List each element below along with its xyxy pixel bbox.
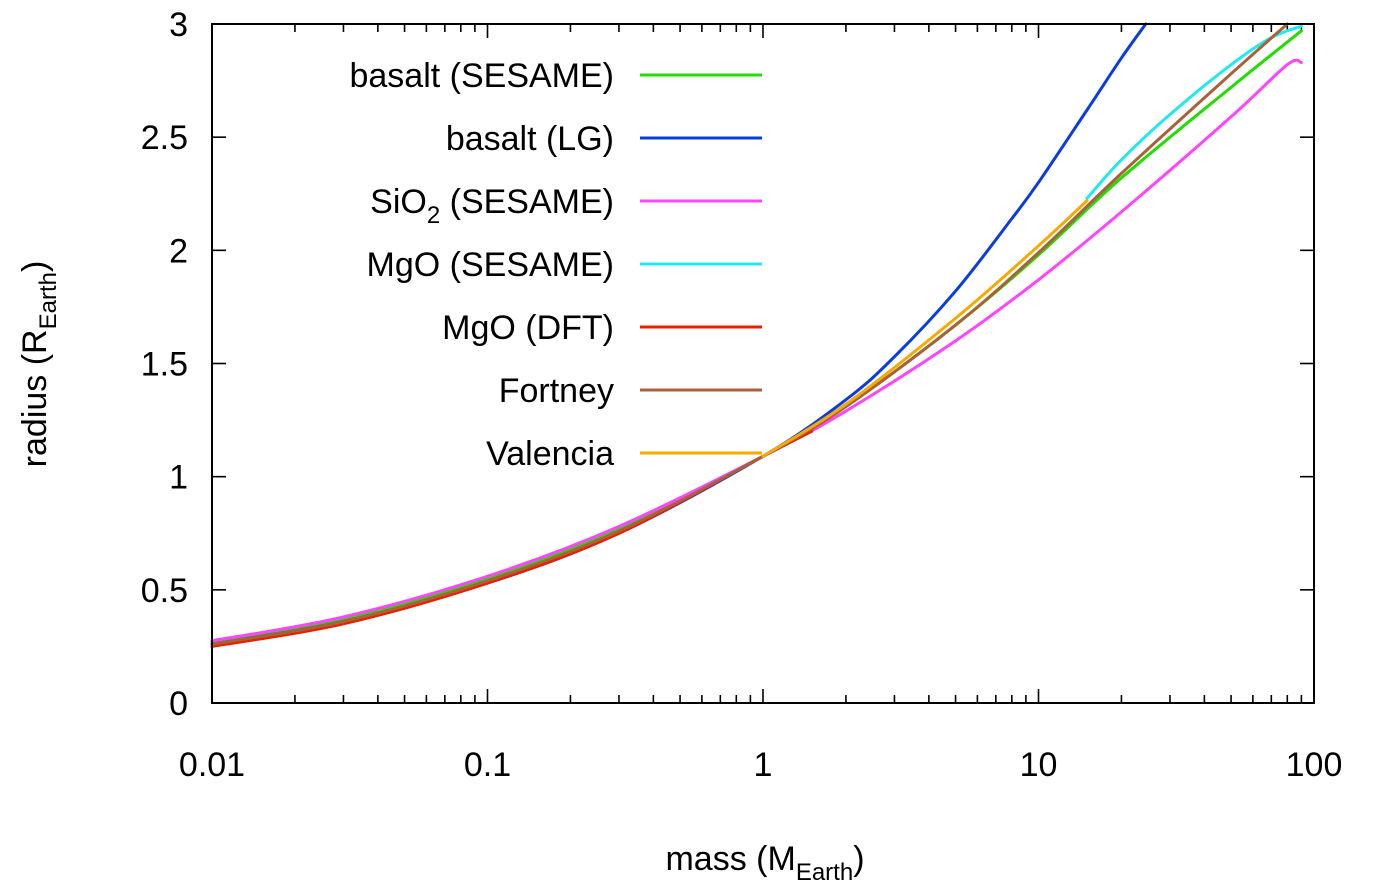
y-tick-label: 2.5 — [141, 119, 188, 157]
legend: basalt (SESAME) basalt (LG) SiO2 (SESAME) M… — [349, 57, 762, 473]
y-tick-label: 0 — [169, 685, 188, 723]
legend-label-2: SiO2 (SESAME) — [370, 183, 614, 229]
series-line-3 — [1085, 24, 1303, 200]
series-line-2 — [210, 58, 1303, 643]
legend-label-4: MgO (DFT) — [442, 309, 614, 347]
legend-label-3: MgO (SESAME) — [367, 246, 614, 284]
x-tick-label: 0.01 — [179, 746, 245, 784]
axis-ticks — [211, 23, 1315, 704]
y-tick-label: 3 — [169, 6, 188, 44]
y-tick-label: 0.5 — [141, 572, 188, 610]
x-tick-label: 10 — [1020, 746, 1058, 784]
series-line-6 — [761, 199, 1089, 458]
plot-frame — [211, 23, 1315, 704]
series-line-1 — [210, 22, 1148, 646]
series-line-0 — [210, 29, 1303, 644]
x-tick-label: 0.1 — [464, 746, 511, 784]
legend-label-5: Fortney — [499, 372, 614, 410]
y-tick-label: 2 — [169, 232, 188, 270]
tick-labels: 0.01 0.1 1 10 100 0 0.5 1 1.5 2 2.5 3 — [141, 6, 1343, 784]
y-tick-label: 1.5 — [141, 346, 188, 384]
series-line-5 — [210, 22, 1289, 646]
y-tick-label: 1 — [169, 459, 188, 497]
x-tick-label: 100 — [1286, 746, 1343, 784]
x-tick-label: 1 — [754, 746, 773, 784]
series-layer — [210, 22, 1303, 648]
legend-label-0: basalt (SESAME) — [349, 57, 614, 95]
legend-label-6: Valencia — [486, 435, 614, 473]
x-axis-label: mass (MEarth) — [665, 840, 864, 886]
y-axis-label: radius (REarth) — [16, 261, 62, 468]
legend-label-1: basalt (LG) — [446, 120, 614, 158]
